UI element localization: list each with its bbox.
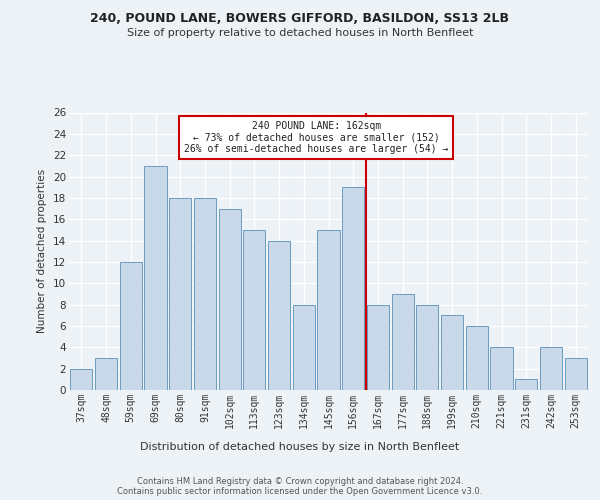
Bar: [70, 368, 92, 390]
Bar: [243, 230, 265, 390]
Bar: [293, 304, 315, 390]
Bar: [392, 294, 414, 390]
Bar: [145, 166, 167, 390]
Bar: [218, 208, 241, 390]
Bar: [194, 198, 216, 390]
Text: Contains public sector information licensed under the Open Government Licence v3: Contains public sector information licen…: [118, 488, 482, 496]
Text: Size of property relative to detached houses in North Benfleet: Size of property relative to detached ho…: [127, 28, 473, 38]
Bar: [441, 316, 463, 390]
Text: Distribution of detached houses by size in North Benfleet: Distribution of detached houses by size …: [140, 442, 460, 452]
Bar: [515, 380, 538, 390]
Bar: [565, 358, 587, 390]
Text: 240 POUND LANE: 162sqm
← 73% of detached houses are smaller (152)
26% of semi-de: 240 POUND LANE: 162sqm ← 73% of detached…: [184, 121, 448, 154]
Bar: [466, 326, 488, 390]
Bar: [169, 198, 191, 390]
Text: 240, POUND LANE, BOWERS GIFFORD, BASILDON, SS13 2LB: 240, POUND LANE, BOWERS GIFFORD, BASILDO…: [91, 12, 509, 26]
Bar: [317, 230, 340, 390]
Bar: [342, 187, 364, 390]
Bar: [540, 348, 562, 390]
Y-axis label: Number of detached properties: Number of detached properties: [37, 169, 47, 334]
Bar: [490, 348, 512, 390]
Bar: [95, 358, 117, 390]
Bar: [119, 262, 142, 390]
Bar: [268, 240, 290, 390]
Bar: [416, 304, 439, 390]
Bar: [367, 304, 389, 390]
Text: Contains HM Land Registry data © Crown copyright and database right 2024.: Contains HM Land Registry data © Crown c…: [137, 478, 463, 486]
